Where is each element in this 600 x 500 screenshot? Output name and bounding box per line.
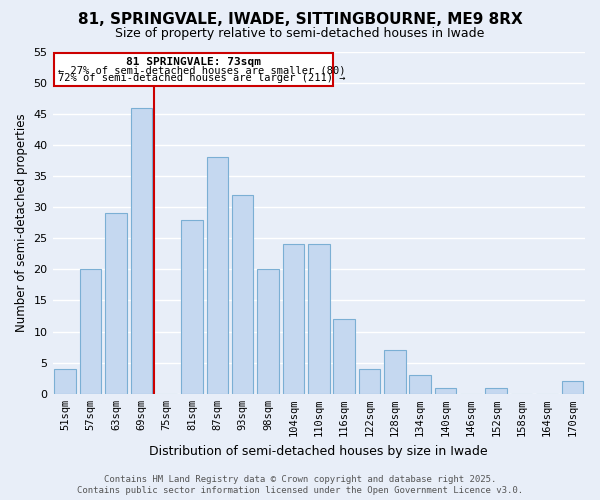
Bar [435, 388, 457, 394]
Text: 81, SPRINGVALE, IWADE, SITTINGBOURNE, ME9 8RX: 81, SPRINGVALE, IWADE, SITTINGBOURNE, ME… [77, 12, 523, 28]
Bar [562, 382, 583, 394]
Bar [485, 388, 507, 394]
Y-axis label: Number of semi-detached properties: Number of semi-detached properties [15, 114, 28, 332]
Bar [359, 369, 380, 394]
Text: ← 27% of semi-detached houses are smaller (80): ← 27% of semi-detached houses are smalle… [58, 65, 345, 75]
Bar [206, 158, 228, 394]
Text: 81 SPRINGVALE: 73sqm: 81 SPRINGVALE: 73sqm [126, 57, 261, 67]
Bar [80, 270, 101, 394]
Bar [409, 375, 431, 394]
Bar [283, 244, 304, 394]
Bar [131, 108, 152, 394]
Bar [308, 244, 329, 394]
Bar [181, 220, 203, 394]
Text: Contains HM Land Registry data © Crown copyright and database right 2025.: Contains HM Land Registry data © Crown c… [104, 475, 496, 484]
Bar [55, 369, 76, 394]
Bar [384, 350, 406, 394]
Text: 72% of semi-detached houses are larger (211) →: 72% of semi-detached houses are larger (… [58, 74, 345, 84]
Bar [257, 270, 279, 394]
Bar [334, 319, 355, 394]
X-axis label: Distribution of semi-detached houses by size in Iwade: Distribution of semi-detached houses by … [149, 444, 488, 458]
FancyBboxPatch shape [54, 54, 333, 86]
Bar [105, 214, 127, 394]
Bar [232, 194, 253, 394]
Text: Size of property relative to semi-detached houses in Iwade: Size of property relative to semi-detach… [115, 28, 485, 40]
Text: Contains public sector information licensed under the Open Government Licence v3: Contains public sector information licen… [77, 486, 523, 495]
